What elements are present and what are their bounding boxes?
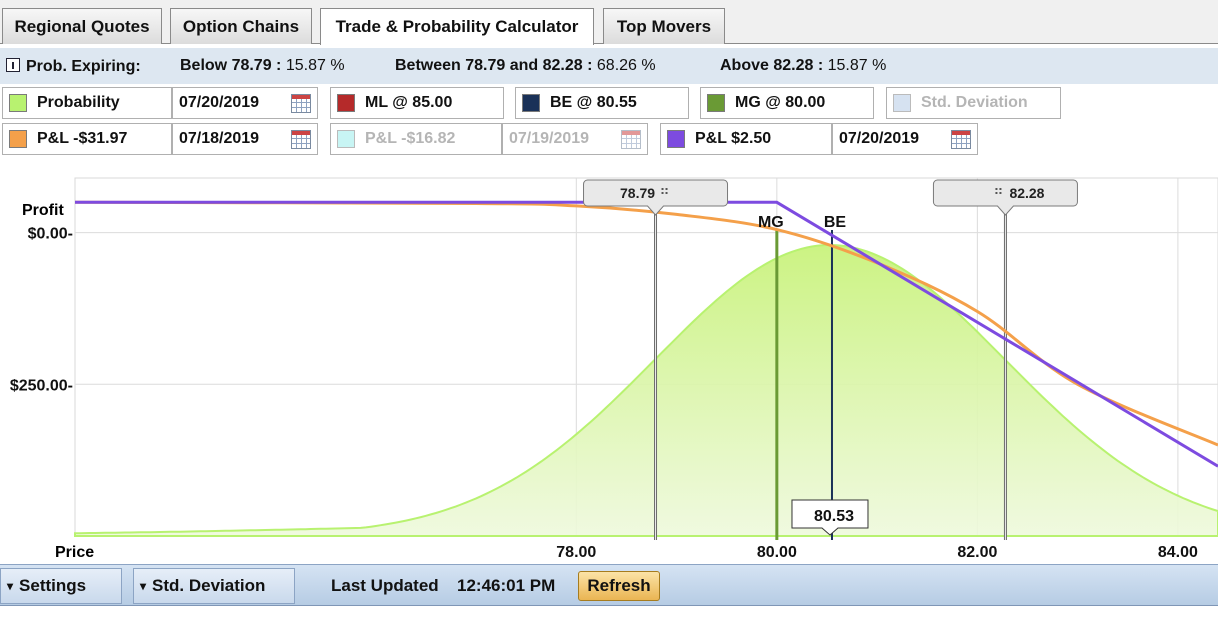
- grip-icon: [661, 192, 664, 194]
- y-tick-label: $250.00-: [10, 377, 73, 394]
- grip-icon: [665, 188, 668, 190]
- settings-button[interactable]: ▾ Settings: [0, 568, 122, 604]
- pl-3-toggle[interactable]: P&L $2.50: [660, 123, 832, 155]
- x-tick-label: 82.00: [957, 544, 997, 561]
- x-tick-label: 84.00: [1158, 544, 1198, 561]
- chevron-double-down-icon: ▾: [7, 579, 14, 593]
- tab-label: Regional Quotes: [14, 16, 150, 36]
- tab-label: Trade & Probability Calculator: [335, 17, 579, 36]
- settings-label: Settings: [19, 576, 87, 595]
- low-std-handle: 78.79: [583, 179, 729, 216]
- pl-1-label: P&L -$31.97: [37, 130, 128, 147]
- tab-regional-quotes[interactable]: Regional Quotes: [2, 8, 162, 44]
- mg-toggle[interactable]: MG @ 80.00: [700, 87, 874, 119]
- prob-below: Below 78.79 : 15.87 %: [180, 57, 345, 74]
- prob-above: Above 82.28 : 15.87 %: [720, 57, 887, 74]
- x-axis-label: Price: [55, 544, 94, 561]
- grip-icon: [999, 188, 1002, 190]
- pl-3-date: 07/20/2019: [839, 130, 920, 147]
- low-std-handle-shape: [583, 179, 729, 216]
- ml-toggle[interactable]: ML @ 85.00: [330, 87, 504, 119]
- legend-row-1: Probability 07/20/2019 ML @ 85.00 BE @ 8…: [0, 85, 1218, 121]
- probability-date-field[interactable]: 07/20/2019: [172, 87, 318, 119]
- pl-3-date-field[interactable]: 07/20/2019: [832, 123, 978, 155]
- refresh-button[interactable]: Refresh: [578, 571, 660, 601]
- y-tick-label: $0.00-: [28, 226, 73, 243]
- std-deviation-button-label: Std. Deviation: [152, 576, 266, 595]
- price-readout-value: 80.53: [814, 508, 854, 525]
- std-deviation-toggle[interactable]: Std. Deviation: [886, 87, 1061, 119]
- tab-top-movers[interactable]: Top Movers: [603, 8, 725, 44]
- be-swatch: [522, 94, 540, 112]
- footer-strip: [0, 606, 1218, 618]
- probability-date: 07/20/2019: [179, 94, 260, 111]
- calendar-icon[interactable]: [951, 129, 971, 149]
- mg-marker-label: MG: [758, 214, 784, 231]
- pl-line-purple: [75, 200, 1218, 468]
- pl-2-label: P&L -$16.82: [365, 130, 456, 147]
- bottom-toolbar: ▾ Settings ▾ Std. Deviation Last Updated 1…: [0, 564, 1218, 606]
- be-marker-label: BE: [824, 214, 847, 231]
- probability-swatch: [9, 94, 27, 112]
- pl-1-date-field[interactable]: 07/18/2019: [172, 123, 318, 155]
- marker-lines: [654, 198, 1007, 540]
- x-tick-label: 78.00: [556, 544, 596, 561]
- high-std-handle: 82.28: [932, 179, 1078, 216]
- legend-row-2: P&L -$31.97 07/18/2019 P&L -$16.82 07/19…: [0, 121, 1218, 157]
- low-std-handle-label: 78.79: [620, 185, 655, 201]
- info-icon[interactable]: [6, 58, 20, 72]
- mg-swatch: [707, 94, 725, 112]
- probability-summary-row: Prob. Expiring: Below 78.79 : 15.87 % Be…: [0, 48, 1218, 84]
- pl-1-toggle[interactable]: P&L -$31.97: [2, 123, 172, 155]
- pl-2-date-field[interactable]: 07/19/2019: [502, 123, 648, 155]
- last-updated-time: 12:46:01 PM: [457, 576, 556, 595]
- ml-swatch: [337, 94, 355, 112]
- pl-3-swatch: [667, 130, 685, 148]
- be-label: BE @ 80.55: [550, 94, 637, 111]
- high-std-handle-label: 82.28: [1009, 185, 1044, 201]
- prob-expiring-label: Prob. Expiring:: [6, 57, 141, 76]
- grip-icon: [999, 192, 1002, 194]
- high-std-handle-shape: [932, 179, 1078, 216]
- tab-bar: Regional Quotes Option Chains Trade & Pr…: [0, 0, 1218, 45]
- tab-label: Top Movers: [616, 16, 712, 36]
- last-updated-label: Last Updated: [331, 576, 439, 595]
- probability-toggle[interactable]: Probability: [2, 87, 172, 119]
- mg-label: MG @ 80.00: [735, 94, 826, 111]
- std-deviation-button[interactable]: ▾ Std. Deviation: [133, 568, 295, 604]
- probability-area: [74, 244, 1218, 537]
- grip-icon: [995, 188, 998, 190]
- tab-trade-probability-calculator[interactable]: Trade & Probability Calculator: [320, 8, 594, 45]
- x-tick-label: 80.00: [757, 544, 797, 561]
- probability-label: Probability: [37, 94, 120, 111]
- ml-label: ML @ 85.00: [365, 94, 453, 111]
- pl-3-label: P&L $2.50: [695, 130, 772, 147]
- tab-label: Option Chains: [182, 16, 300, 36]
- std-deviation-swatch: [893, 94, 911, 112]
- price-readout-box: [791, 499, 869, 536]
- calendar-icon[interactable]: [291, 129, 311, 149]
- calendar-icon[interactable]: [291, 93, 311, 113]
- grip-icon: [995, 192, 998, 194]
- be-toggle[interactable]: BE @ 80.55: [515, 87, 689, 119]
- chevron-double-down-icon: ▾: [140, 579, 147, 593]
- pl-1-date: 07/18/2019: [179, 130, 260, 147]
- pl-2-swatch: [337, 130, 355, 148]
- calendar-icon[interactable]: [621, 129, 641, 149]
- pl-2-toggle[interactable]: P&L -$16.82: [330, 123, 502, 155]
- std-deviation-label: Std. Deviation: [921, 94, 1028, 111]
- tab-option-chains[interactable]: Option Chains: [170, 8, 312, 44]
- prob-between: Between 78.79 and 82.28 : 68.26 %: [395, 57, 656, 74]
- pl-2-date: 07/19/2019: [509, 130, 590, 147]
- grip-icon: [665, 192, 668, 194]
- grip-icon: [661, 188, 664, 190]
- pl-1-swatch: [9, 130, 27, 148]
- price-readout: 80.53: [791, 499, 869, 536]
- y-axis-label: Profit: [22, 202, 64, 219]
- profit-chart[interactable]: Profit Price $0.00- $250.00- 78.00 80.00 82…: [0, 160, 1218, 564]
